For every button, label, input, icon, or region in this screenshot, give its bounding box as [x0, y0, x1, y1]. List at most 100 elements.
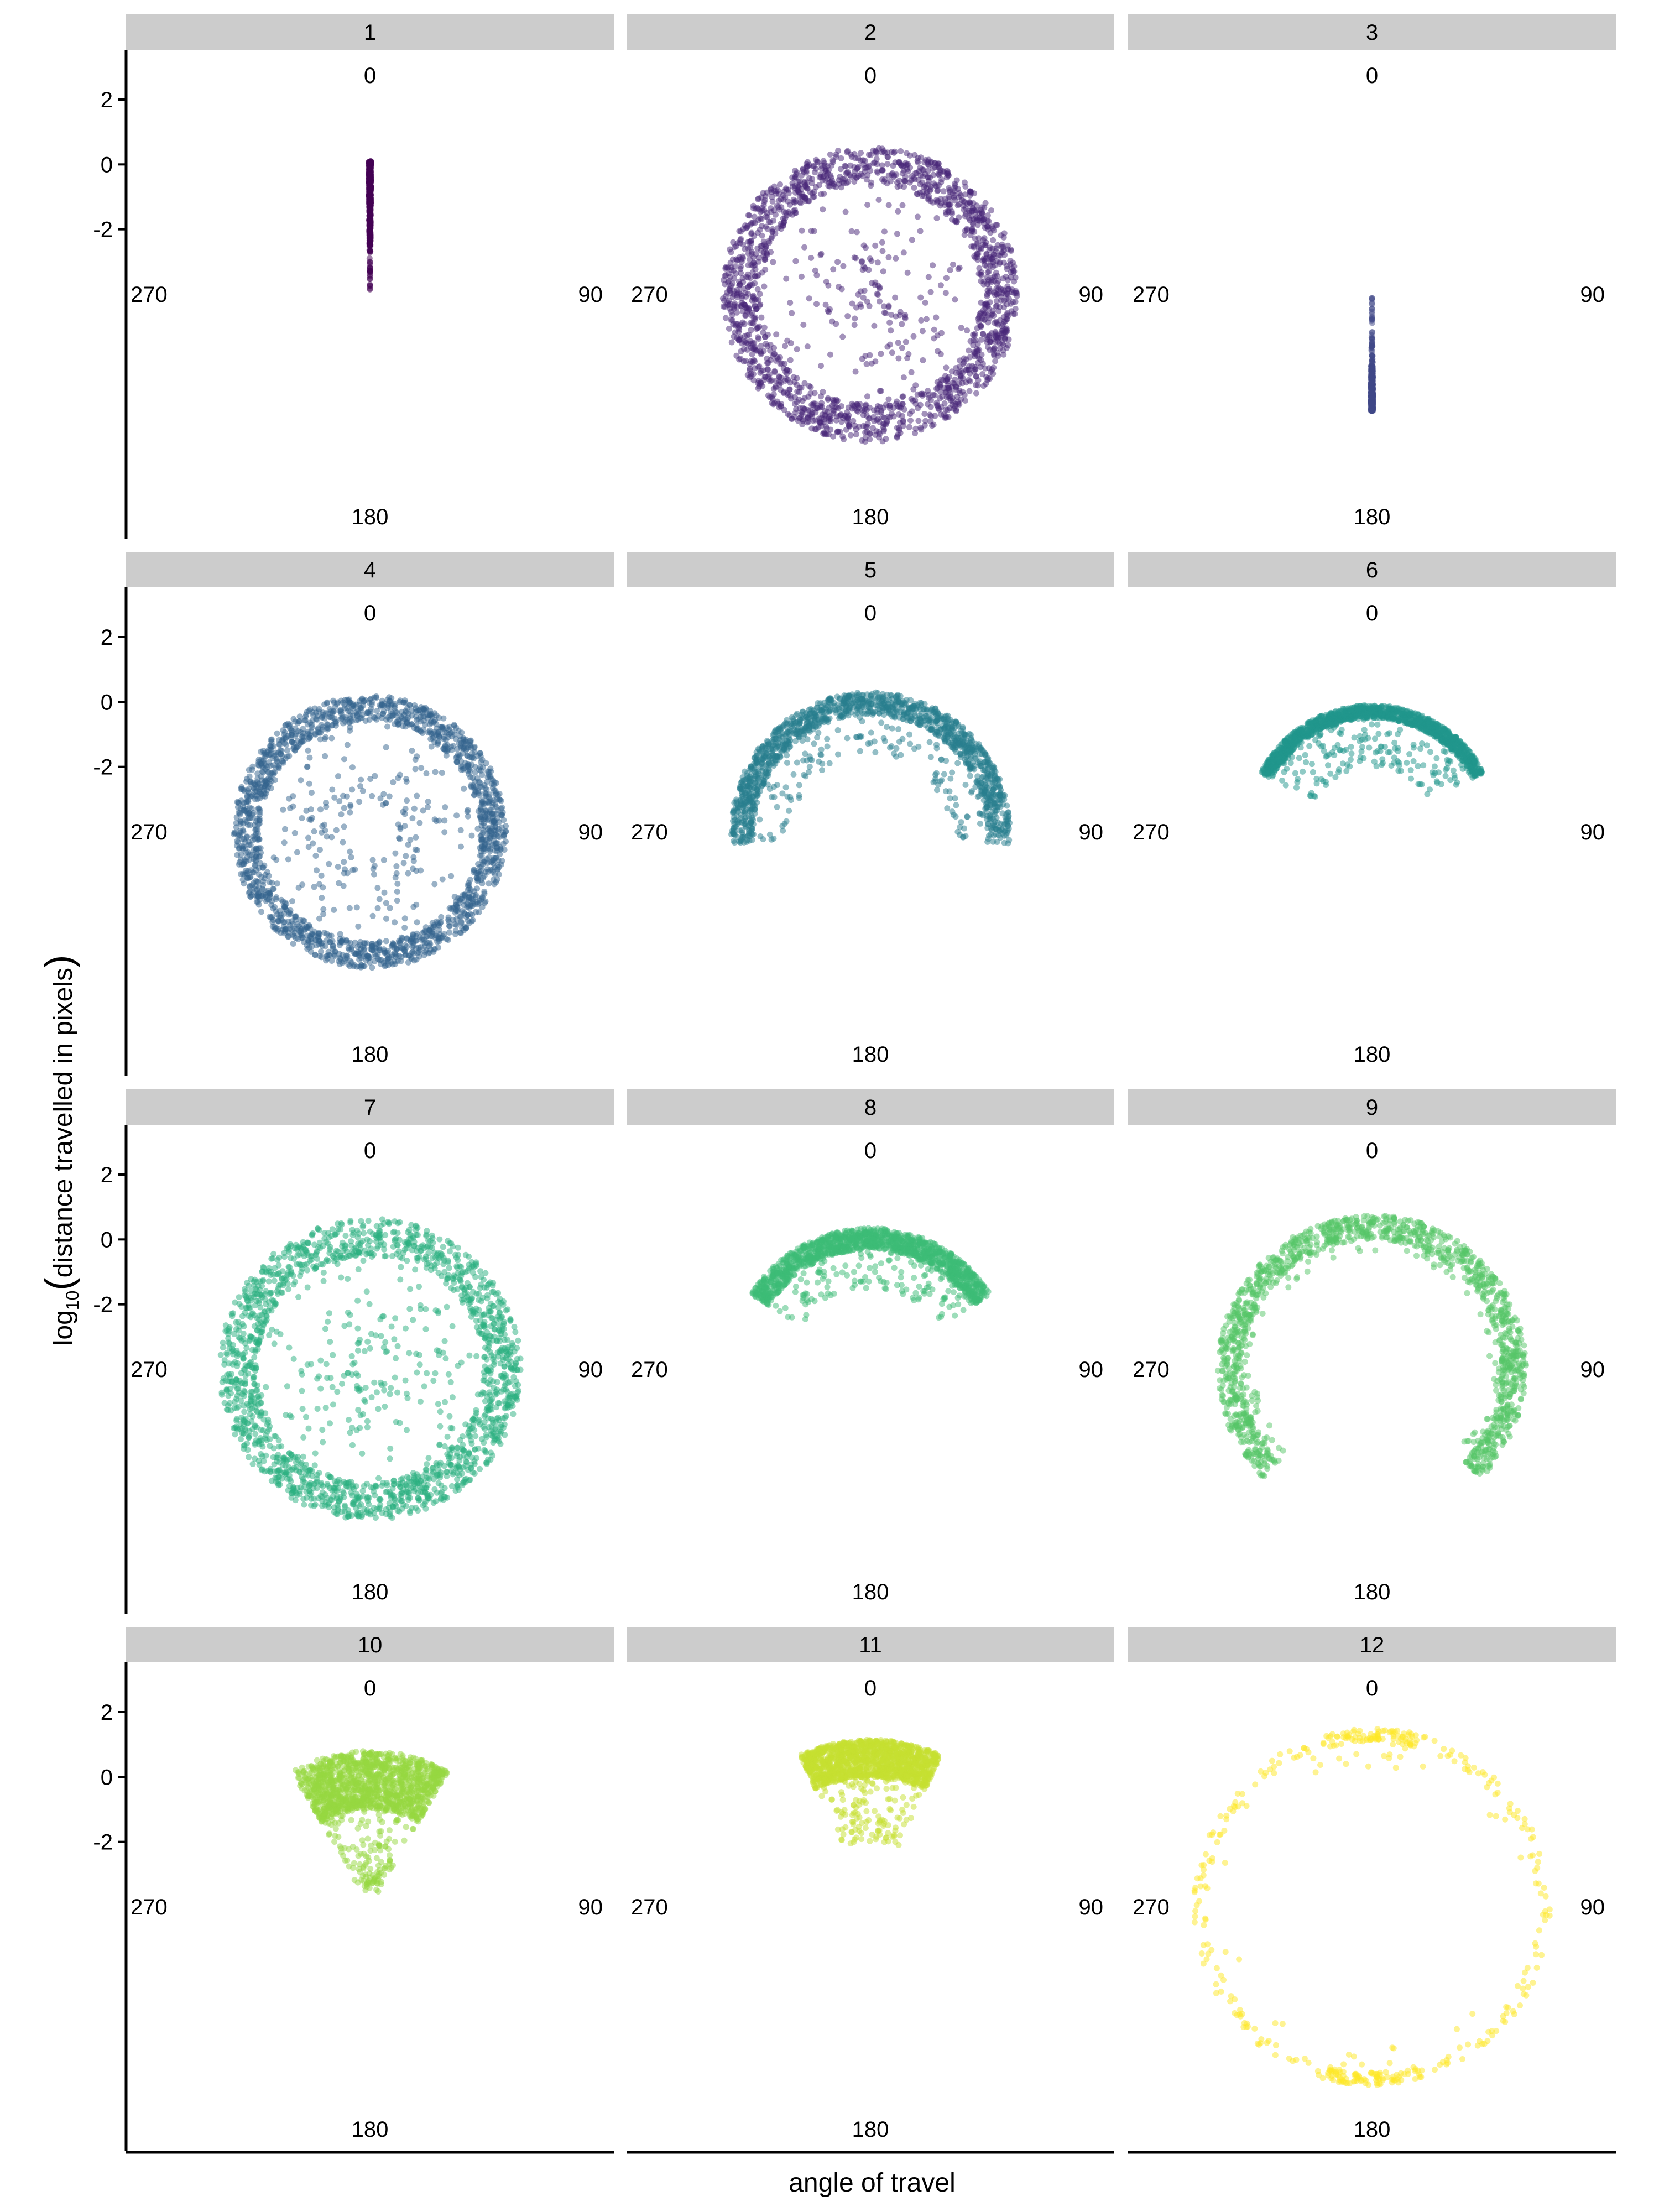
data-point — [349, 786, 356, 793]
data-point — [818, 393, 824, 400]
data-point — [926, 411, 933, 418]
data-point — [404, 797, 410, 804]
data-point — [416, 820, 423, 826]
data-point — [875, 196, 882, 203]
data-point — [499, 804, 505, 811]
data-point — [862, 439, 868, 445]
data-point — [974, 251, 980, 257]
data-point — [993, 298, 1000, 304]
data-point — [392, 919, 398, 926]
data-point — [291, 747, 298, 754]
data-point — [967, 354, 973, 361]
data-point — [353, 717, 359, 723]
data-point — [310, 931, 316, 938]
data-point — [857, 748, 863, 754]
y-tick-label: 2 — [101, 88, 113, 112]
data-point — [804, 185, 811, 192]
data-point — [267, 781, 273, 787]
data-point — [758, 194, 765, 201]
data-point — [347, 699, 353, 706]
data-point — [748, 358, 754, 364]
data-point — [305, 834, 311, 841]
facet-strip-label: 2 — [864, 20, 877, 45]
data-point — [825, 307, 831, 314]
angle-label-270: 270 — [131, 820, 168, 844]
data-point — [270, 743, 277, 749]
data-point — [492, 871, 498, 878]
data-point — [834, 259, 841, 265]
data-point — [775, 204, 782, 210]
data-point — [936, 406, 942, 413]
data-point — [260, 864, 267, 871]
data-point — [806, 175, 812, 181]
data-point — [465, 807, 471, 813]
data-point — [231, 831, 237, 837]
data-point — [830, 159, 836, 165]
data-point — [269, 879, 275, 886]
data-point — [1013, 288, 1019, 294]
data-point — [867, 352, 873, 358]
data-point — [864, 202, 871, 208]
data-point — [367, 261, 373, 268]
data-point — [975, 319, 982, 325]
data-point — [481, 820, 487, 827]
data-point — [973, 373, 979, 380]
data-point — [328, 735, 335, 742]
data-point — [795, 418, 801, 424]
data-point — [366, 205, 373, 212]
data-point — [306, 735, 313, 742]
angle-label-180: 180 — [352, 1042, 389, 1067]
data-point — [958, 325, 964, 331]
data-point — [792, 409, 799, 416]
data-point — [340, 792, 346, 799]
data-point — [347, 802, 354, 808]
data-point — [893, 255, 899, 262]
data-point — [763, 341, 769, 347]
data-point — [274, 880, 280, 887]
data-point — [902, 312, 909, 318]
data-point — [806, 295, 812, 302]
data-point — [441, 829, 448, 836]
data-point — [337, 956, 344, 962]
data-point — [997, 317, 1004, 324]
data-point — [304, 721, 311, 728]
data-point — [457, 827, 464, 833]
data-point — [859, 356, 865, 362]
data-point — [901, 184, 907, 190]
data-point — [839, 433, 846, 440]
data-point — [934, 199, 940, 206]
data-point — [820, 206, 826, 213]
data-point — [348, 959, 355, 966]
data-point — [950, 190, 956, 197]
data-point — [904, 150, 910, 156]
data-point — [408, 954, 414, 961]
data-point — [1002, 318, 1009, 325]
data-point — [757, 208, 764, 215]
data-point — [987, 375, 993, 382]
data-point — [336, 798, 343, 805]
data-point — [899, 202, 906, 208]
data-point — [792, 394, 798, 400]
data-point — [838, 403, 844, 409]
data-point — [366, 181, 373, 188]
data-point — [380, 946, 387, 953]
data-point — [979, 371, 986, 377]
data-point — [258, 849, 264, 856]
data-point — [733, 270, 739, 277]
data-point — [299, 733, 306, 739]
data-point — [367, 242, 374, 248]
data-point — [749, 351, 755, 358]
data-point — [258, 893, 265, 899]
data-point — [917, 294, 924, 301]
data-point — [825, 395, 831, 401]
data-point — [442, 804, 448, 811]
panels: 109018027020-220901802703090180270409018… — [93, 14, 1616, 2154]
data-point — [308, 790, 315, 796]
data-point — [923, 185, 930, 191]
data-point — [423, 770, 430, 776]
data-point — [378, 961, 384, 967]
data-point — [808, 228, 815, 234]
data-point — [933, 314, 940, 321]
